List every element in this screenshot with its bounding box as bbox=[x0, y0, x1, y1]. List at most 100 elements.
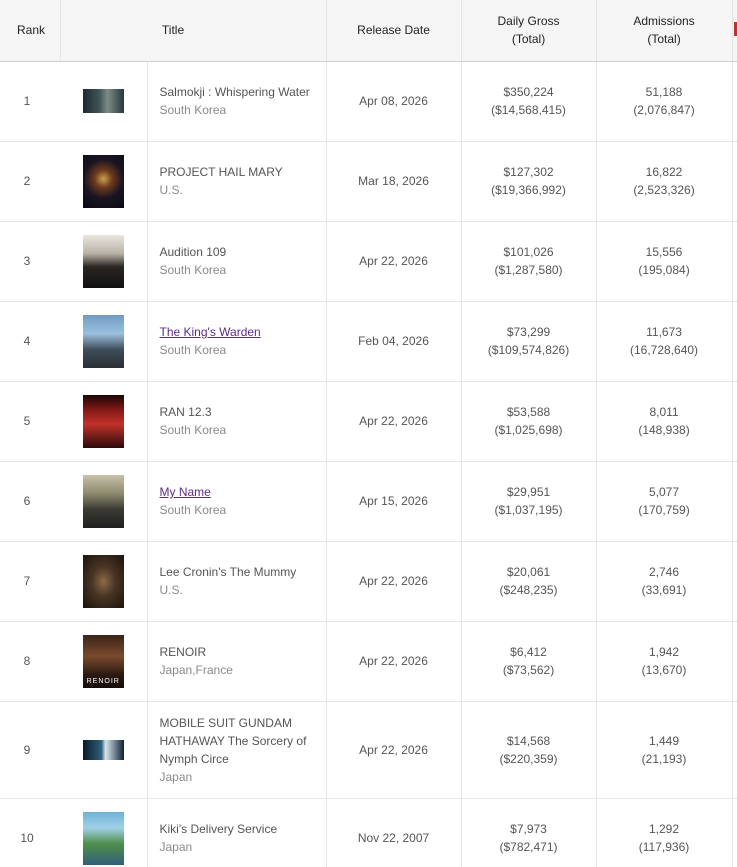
total-admissions: (2,076,847) bbox=[633, 103, 695, 117]
poster-thumbnail[interactable] bbox=[82, 739, 124, 760]
table-row: 8 RENOIR RENOIR Japan,France Apr 22, 202… bbox=[0, 621, 737, 702]
title-cell: RAN 12.3 South Korea bbox=[147, 381, 327, 462]
daily-gross: $53,588 bbox=[506, 405, 551, 419]
rank-cell: 5 bbox=[0, 381, 60, 462]
header-admissions[interactable]: Admissions (Total) bbox=[596, 0, 733, 62]
release-date-cell: Mar 18, 2026 bbox=[326, 141, 462, 222]
total-gross: ($73,562) bbox=[502, 663, 555, 677]
total-gross: ($782,471) bbox=[499, 840, 558, 854]
daily-gross: $6,412 bbox=[510, 645, 547, 659]
table-row: 10 Kiki's Delivery Service Japan Nov 22,… bbox=[0, 798, 737, 867]
total-gross: ($1,025,698) bbox=[494, 423, 563, 437]
daily-gross: $20,061 bbox=[506, 565, 551, 579]
title-cell: Lee Cronin's The Mummy U.S. bbox=[147, 541, 327, 622]
total-admissions: (170,759) bbox=[638, 503, 690, 517]
release-date-cell: Apr 22, 2026 bbox=[326, 221, 462, 302]
poster-thumbnail[interactable] bbox=[82, 314, 124, 368]
poster-cell: RENOIR bbox=[60, 621, 148, 702]
gross-cell: $20,061 ($248,235) bbox=[461, 541, 597, 622]
title-cell: MOBILE SUIT GUNDAM HATHAWAY The Sorcery … bbox=[147, 701, 327, 799]
daily-admissions: 16,822 bbox=[645, 165, 683, 179]
poster-thumbnail[interactable] bbox=[82, 394, 124, 448]
movie-title: RAN 12.3 bbox=[159, 405, 212, 419]
poster-cell bbox=[60, 798, 148, 867]
rank-cell: 7 bbox=[0, 541, 60, 622]
admissions-cell: 1,942 (13,670) bbox=[596, 621, 733, 702]
movie-country: Japan bbox=[159, 769, 193, 784]
daily-admissions: 1,292 bbox=[649, 822, 680, 836]
daily-admissions: 15,556 bbox=[645, 245, 683, 259]
overflow-cell bbox=[732, 61, 737, 142]
movie-country: U.S. bbox=[159, 183, 183, 197]
poster-thumbnail[interactable]: RENOIR bbox=[82, 634, 124, 688]
poster-thumbnail[interactable] bbox=[82, 554, 124, 608]
poster-thumbnail[interactable] bbox=[82, 234, 124, 288]
total-admissions: (2,523,326) bbox=[633, 183, 695, 197]
overflow-cell bbox=[732, 621, 737, 702]
release-date-cell: Apr 22, 2026 bbox=[326, 381, 462, 462]
total-gross: ($248,235) bbox=[499, 583, 558, 597]
title-cell: My Name South Korea bbox=[147, 461, 327, 542]
daily-admissions: 1,942 bbox=[649, 645, 680, 659]
total-admissions: (148,938) bbox=[638, 423, 690, 437]
movie-title: Kiki's Delivery Service bbox=[159, 822, 278, 836]
header-title[interactable]: Title bbox=[60, 0, 327, 62]
title-cell: Audition 109 South Korea bbox=[147, 221, 327, 302]
poster-cell bbox=[60, 541, 148, 622]
movie-country: Japan bbox=[159, 840, 193, 854]
admissions-cell: 5,077 (170,759) bbox=[596, 461, 733, 542]
movie-title-link[interactable]: My Name bbox=[159, 485, 211, 499]
poster-cell bbox=[60, 141, 148, 222]
release-date-cell: Feb 04, 2026 bbox=[326, 301, 462, 382]
daily-gross: $73,299 bbox=[506, 325, 551, 339]
header-daily-gross-label: Daily Gross bbox=[497, 14, 560, 29]
movie-title-link[interactable]: The King's Warden bbox=[159, 325, 261, 339]
release-date-cell: Apr 22, 2026 bbox=[326, 701, 462, 799]
overflow-cell bbox=[732, 541, 737, 622]
poster-title-text: RENOIR bbox=[86, 677, 120, 685]
clipped-column-marker bbox=[734, 22, 737, 36]
daily-admissions: 1,449 bbox=[649, 733, 680, 748]
title-cell: The King's Warden South Korea bbox=[147, 301, 327, 382]
gross-cell: $14,568 ($220,359) bbox=[461, 701, 597, 799]
gross-cell: $350,224 ($14,568,415) bbox=[461, 61, 597, 142]
header-daily-gross[interactable]: Daily Gross (Total) bbox=[461, 0, 597, 62]
header-release-date[interactable]: Release Date bbox=[326, 0, 462, 62]
release-date-cell: Apr 15, 2026 bbox=[326, 461, 462, 542]
poster-thumbnail[interactable] bbox=[82, 89, 124, 113]
overflow-cell bbox=[732, 381, 737, 462]
title-cell: RENOIR Japan,France bbox=[147, 621, 327, 702]
movie-country: South Korea bbox=[159, 263, 227, 277]
gross-cell: $73,299 ($109,574,826) bbox=[461, 301, 597, 382]
poster-cell bbox=[60, 701, 148, 799]
poster-thumbnail[interactable] bbox=[82, 474, 124, 528]
table-row: 4 The King's Warden South Korea Feb 04, … bbox=[0, 301, 737, 382]
total-gross: ($109,574,826) bbox=[487, 343, 570, 357]
admissions-cell: 1,292 (117,936) bbox=[596, 798, 733, 867]
total-admissions: (13,670) bbox=[641, 663, 687, 677]
daily-admissions: 2,746 bbox=[649, 565, 680, 579]
total-gross: ($220,359) bbox=[499, 751, 558, 766]
table-row: 1 Salmokji : Whispering Water South Kore… bbox=[0, 61, 737, 142]
poster-cell bbox=[60, 461, 148, 542]
poster-thumbnail[interactable] bbox=[82, 154, 124, 208]
total-gross: ($19,366,992) bbox=[491, 183, 566, 197]
table-header-row: Rank Title Release Date Daily Gross (Tot… bbox=[0, 0, 737, 62]
admissions-cell: 2,746 (33,691) bbox=[596, 541, 733, 622]
rank-cell: 10 bbox=[0, 798, 60, 867]
movie-country: Japan,France bbox=[159, 663, 233, 677]
overflow-cell bbox=[732, 221, 737, 302]
poster-thumbnail[interactable] bbox=[82, 811, 124, 865]
poster-cell bbox=[60, 381, 148, 462]
rank-cell: 8 bbox=[0, 621, 60, 702]
gross-cell: $6,412 ($73,562) bbox=[461, 621, 597, 702]
poster-cell bbox=[60, 61, 148, 142]
header-rank[interactable]: Rank bbox=[0, 0, 61, 62]
release-date-cell: Apr 08, 2026 bbox=[326, 61, 462, 142]
total-gross: ($1,287,580) bbox=[494, 263, 563, 277]
gross-cell: $53,588 ($1,025,698) bbox=[461, 381, 597, 462]
admissions-cell: 16,822 (2,523,326) bbox=[596, 141, 733, 222]
rank-cell: 6 bbox=[0, 461, 60, 542]
daily-admissions: 51,188 bbox=[645, 85, 683, 99]
daily-gross: $350,224 bbox=[503, 85, 554, 99]
